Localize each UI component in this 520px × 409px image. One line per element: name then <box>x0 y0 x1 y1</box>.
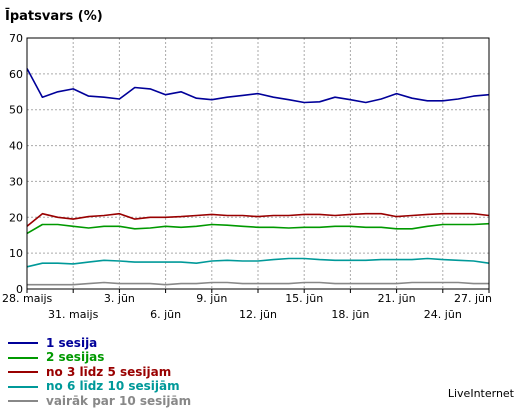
legend-item: no 3 līdz 5 sesijam <box>8 365 191 380</box>
x-axis: 28. maijs 3. jūn 9. jūn 15. jūn 21. jūn 27. j… <box>2 289 492 321</box>
x-tick-label: 15. jūn <box>285 292 323 305</box>
x-tick-label: 6. jūn <box>150 308 181 321</box>
legend-label: vairāk par 10 sesijām <box>46 393 192 408</box>
legend-swatch <box>8 342 38 345</box>
legend-swatch <box>8 371 38 374</box>
legend-label: 1 sesija <box>46 335 98 350</box>
x-tick-label: 9. jūn <box>196 292 227 305</box>
series-line <box>26 68 490 104</box>
x-tick-label: 12. jūn <box>239 308 277 321</box>
legend-label: no 6 līdz 10 sesijām <box>46 379 180 394</box>
grid <box>26 38 490 289</box>
y-tick-label: 40 <box>9 140 23 153</box>
legend-item: no 6 līdz 10 sesijām <box>8 380 191 395</box>
y-tick-label: 60 <box>9 68 23 81</box>
x-tick-label: 3. jūn <box>104 292 135 305</box>
legend: 1 sesija 2 sesijas no 3 līdz 5 sesijam n… <box>8 336 191 409</box>
legend-swatch <box>8 385 38 388</box>
brand-label: LiveInternet <box>447 387 514 400</box>
legend-item: 1 sesija <box>8 336 191 351</box>
series-line <box>26 212 490 227</box>
series-line <box>27 281 489 286</box>
y-tick-label: 50 <box>9 104 23 117</box>
series-lines <box>26 68 490 286</box>
legend-item: 2 sesijas <box>8 351 191 366</box>
legend-swatch <box>8 400 38 403</box>
plot-frame <box>26 37 490 290</box>
y-tick-label: 10 <box>9 247 23 260</box>
y-tick-label: 30 <box>9 175 23 188</box>
legend-item: vairāk par 10 sesijām <box>8 394 191 409</box>
x-tick-label: 31. maijs <box>48 308 99 321</box>
series-line <box>26 222 490 235</box>
legend-swatch <box>8 356 38 359</box>
legend-label: 2 sesijas <box>46 350 105 365</box>
x-tick-label: 24. jūn <box>424 308 462 321</box>
y-tick-label: 0 <box>16 283 23 296</box>
x-tick-label: 18. jūn <box>331 308 369 321</box>
y-axis: 0 10 20 30 40 50 60 70 <box>9 32 23 296</box>
x-tick-label: 28. maijs <box>2 292 53 305</box>
chart-title: Īpatsvars (%) <box>5 9 103 24</box>
legend-label: no 3 līdz 5 sesijam <box>46 364 172 379</box>
y-tick-label: 70 <box>9 32 23 45</box>
x-tick-label: 21. jūn <box>378 292 416 305</box>
series-line <box>26 257 490 268</box>
x-tick-label: 27. jūn <box>454 292 492 305</box>
y-tick-label: 20 <box>9 211 23 224</box>
